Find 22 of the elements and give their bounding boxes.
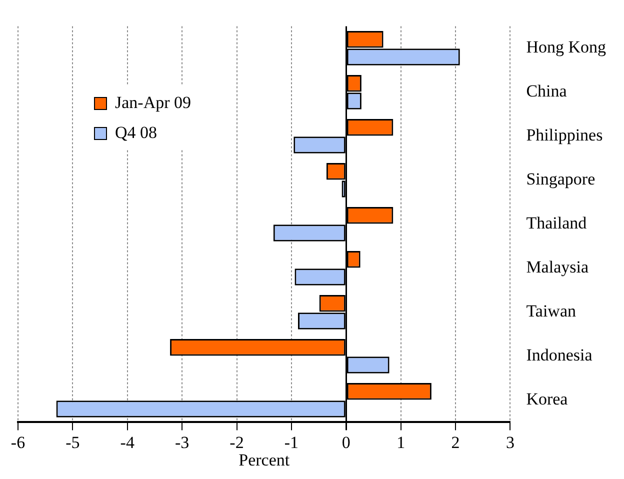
y-tick-label: Taiwan [526, 302, 576, 321]
x-tick-label: 1 [396, 432, 406, 452]
x-tick-label: -2 [230, 432, 244, 452]
y-tick-label: Indonesia [526, 346, 593, 365]
y-tick-label: China [526, 82, 568, 101]
x-tick-label: 2 [451, 432, 460, 452]
x-axis-title: Percent [238, 450, 290, 470]
legend-label: Q4 08 [115, 122, 158, 144]
y-tick-label: Korea [526, 390, 568, 409]
y-tick-label: Malaysia [526, 258, 589, 277]
x-tick-label: -6 [10, 432, 26, 452]
x-tick-label: -5 [66, 432, 80, 452]
x-tick-label: -4 [120, 432, 135, 452]
x-tick-label: -1 [284, 432, 299, 452]
legend-label: Jan-Apr 09 [115, 92, 192, 114]
x-tick-label: 3 [506, 432, 514, 452]
y-tick-label: Singapore [526, 170, 596, 189]
y-tick-label: Thailand [526, 214, 588, 233]
x-tick-label: 0 [342, 432, 350, 452]
x-tick-label: -3 [174, 432, 190, 452]
y-tick-label: Hong Kong [526, 38, 606, 57]
y-tick-label: Philippines [526, 126, 603, 145]
